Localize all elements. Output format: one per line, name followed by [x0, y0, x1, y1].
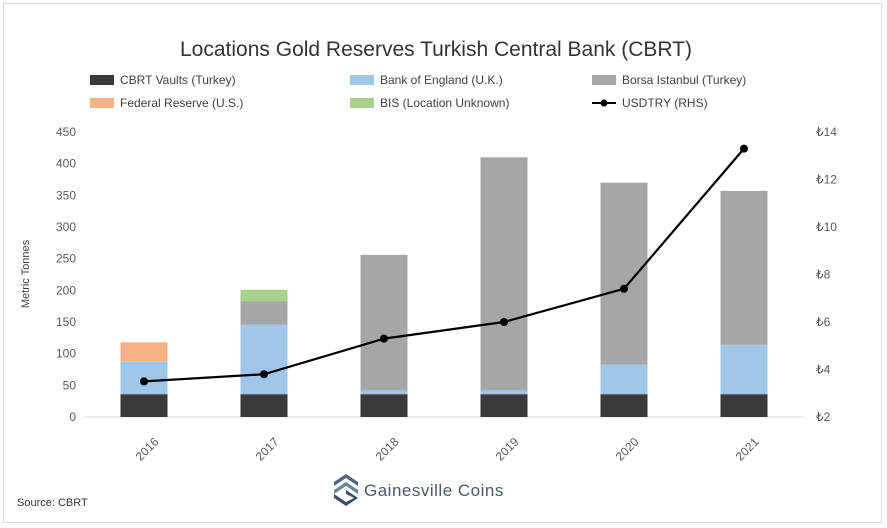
legend-label-borsa-istanbul-turkey: Borsa Istanbul (Turkey) [622, 73, 746, 87]
y-axis-title: Metric Tonnes [20, 239, 32, 308]
bar-2021-cbrt-vaults-turkey [720, 394, 768, 417]
usdtry-point-2021 [740, 144, 748, 153]
y2-tick-2: ₺2 [816, 410, 831, 424]
y2-tick-6: ₺6 [816, 315, 831, 329]
y2-tick-10: ₺10 [816, 220, 837, 234]
legend-label-federal-reserve-u-s: Federal Reserve (U.S.) [120, 96, 243, 110]
y2-tick-8: ₺8 [816, 268, 831, 282]
bar-2021-bank-of-england-u-k [720, 344, 768, 395]
usdtry-point-2018 [380, 334, 388, 343]
y-tick-300: 300 [56, 220, 76, 234]
x-axis: 2016 2017 2018 2019 2020 2021 [133, 435, 762, 464]
legend-label-bis-location-unknown: BIS (Location Unknown) [380, 96, 509, 110]
bars [120, 157, 768, 417]
usdtry-point-2017 [260, 370, 268, 379]
x-tick-2017: 2017 [253, 435, 282, 464]
chart-frame: Locations Gold Reserves Turkish Central … [3, 3, 882, 523]
y2-tick-4: ₺4 [816, 363, 831, 377]
usdtry-point-2016 [140, 377, 148, 386]
y-tick-50: 50 [63, 378, 77, 392]
bar-2018-bank-of-england-u-k [360, 390, 408, 395]
y-tick-400: 400 [56, 157, 76, 171]
bar-2020-bank-of-england-u-k [600, 364, 648, 395]
legend-swatch-federal-reserve-u-s [90, 98, 114, 108]
bar-2017-bank-of-england-u-k [240, 324, 288, 395]
legend-label-cbrt-vaults-turkey: CBRT Vaults (Turkey) [120, 73, 236, 87]
y-axis-right: ₺2 ₺4 ₺6 ₺8 ₺10 ₺12 ₺14 [816, 125, 837, 424]
usdtry-point-2020 [620, 284, 628, 293]
legend-swatch-bank-of-england-u-k [350, 75, 374, 85]
legend-label-usdtry-rhs: USDTRY (RHS) [622, 96, 708, 110]
bar-2018-borsa-istanbul-turkey [360, 254, 408, 391]
bar-2016-cbrt-vaults-turkey [120, 394, 168, 417]
chart-title: Locations Gold Reserves Turkish Central … [180, 38, 692, 61]
x-tick-2021: 2021 [733, 435, 762, 464]
x-tick-2018: 2018 [373, 435, 402, 464]
y-tick-250: 250 [56, 252, 76, 266]
y-tick-100: 100 [56, 347, 76, 361]
gainesville-logo-icon [334, 474, 358, 506]
x-tick-2019: 2019 [493, 435, 522, 464]
legend-swatch-borsa-istanbul-turkey [592, 75, 616, 85]
y-axis-left: 0 50 100 150 200 250 300 350 400 450 [56, 125, 76, 424]
usdtry-line [140, 144, 748, 386]
x-tick-2020: 2020 [613, 435, 642, 464]
bar-2017-cbrt-vaults-turkey [240, 394, 288, 417]
y-tick-350: 350 [56, 188, 76, 202]
legend-label-bank-of-england-u-k: Bank of England (U.K.) [380, 73, 503, 87]
y2-tick-14: ₺14 [816, 125, 837, 139]
bar-2020-cbrt-vaults-turkey [600, 394, 648, 417]
bar-2020-borsa-istanbul-turkey [600, 182, 648, 365]
brand-name: Gainesville Coins [364, 481, 504, 500]
bar-2016-federal-reserve-u-s [120, 342, 168, 362]
y-tick-200: 200 [56, 283, 76, 297]
y-tick-0: 0 [69, 410, 76, 424]
chart: Locations Gold Reserves Turkish Central … [17, 38, 837, 509]
y-tick-450: 450 [56, 125, 76, 139]
bar-2018-cbrt-vaults-turkey [360, 394, 408, 417]
bar-2017-bis-location-unknown [240, 289, 288, 302]
bar-2017-borsa-istanbul-turkey [240, 301, 288, 325]
y2-tick-12: ₺12 [816, 173, 837, 187]
legend: CBRT Vaults (Turkey) Bank of England (U.K… [90, 73, 746, 110]
legend-marker-usdtry-rhs [600, 99, 608, 107]
usdtry-line-path [143, 147, 745, 383]
bar-2019-borsa-istanbul-turkey [480, 157, 528, 391]
legend-swatch-bis-location-unknown [350, 98, 374, 108]
bar-2021-borsa-istanbul-turkey [720, 190, 768, 345]
x-tick-2016: 2016 [133, 435, 162, 464]
legend-swatch-cbrt-vaults-turkey [90, 75, 114, 85]
source-note: Source: CBRT [17, 497, 88, 509]
bar-2019-bank-of-england-u-k [480, 390, 528, 395]
usdtry-point-2019 [500, 318, 508, 326]
y-tick-150: 150 [56, 315, 76, 329]
bar-2019-cbrt-vaults-turkey [480, 394, 528, 417]
brand-logo: Gainesville Coins [334, 474, 504, 506]
